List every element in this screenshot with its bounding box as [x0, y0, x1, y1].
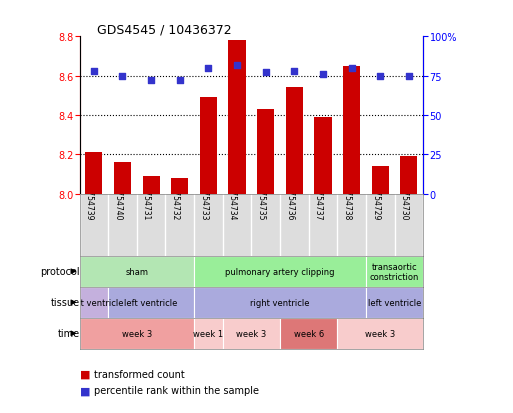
Text: GSM754734: GSM754734 — [228, 174, 237, 221]
Bar — [143, 176, 160, 194]
Text: time: time — [57, 328, 80, 339]
Point — [90, 69, 98, 75]
Text: GSM754730: GSM754730 — [400, 174, 409, 221]
Bar — [194, 318, 223, 349]
Text: percentile rank within the sample: percentile rank within the sample — [94, 385, 259, 395]
Text: week 3: week 3 — [365, 329, 396, 338]
Bar — [286, 88, 303, 194]
Bar — [80, 256, 194, 287]
Bar — [366, 287, 423, 318]
Bar — [338, 318, 423, 349]
Text: ■: ■ — [80, 385, 90, 395]
Text: GSM754739: GSM754739 — [85, 174, 94, 221]
Text: GSM754740: GSM754740 — [113, 174, 123, 221]
Text: week 6: week 6 — [293, 329, 324, 338]
Point — [405, 73, 413, 80]
Point — [290, 69, 299, 75]
Bar — [400, 157, 418, 194]
Bar — [223, 318, 280, 349]
Bar — [200, 98, 217, 194]
Point — [233, 62, 241, 69]
Text: GSM754732: GSM754732 — [171, 174, 180, 221]
Text: GSM754735: GSM754735 — [256, 174, 266, 221]
Text: sham: sham — [125, 267, 148, 276]
Bar — [228, 41, 246, 194]
Text: pulmonary artery clipping: pulmonary artery clipping — [225, 267, 335, 276]
Point — [204, 65, 212, 72]
Text: week 1: week 1 — [193, 329, 224, 338]
Bar — [280, 318, 338, 349]
Bar — [194, 256, 366, 287]
Text: right ventricle: right ventricle — [64, 298, 124, 307]
Bar — [85, 153, 103, 194]
Text: GSM754738: GSM754738 — [343, 174, 351, 221]
Point — [147, 78, 155, 84]
Text: GSM754733: GSM754733 — [200, 174, 208, 221]
Bar — [194, 287, 366, 318]
Bar — [371, 166, 389, 194]
Point — [175, 78, 184, 84]
Text: transaortic
constriction: transaortic constriction — [370, 262, 419, 281]
Text: week 3: week 3 — [236, 329, 266, 338]
Text: GSM754731: GSM754731 — [142, 174, 151, 221]
Text: right ventricle: right ventricle — [250, 298, 310, 307]
Text: tissue: tissue — [50, 297, 80, 308]
Point — [347, 65, 356, 72]
Point — [319, 71, 327, 78]
Bar — [80, 318, 194, 349]
Text: GSM754736: GSM754736 — [285, 174, 294, 221]
Bar — [171, 178, 188, 194]
Text: left ventricle: left ventricle — [368, 298, 421, 307]
Text: left ventricle: left ventricle — [125, 298, 178, 307]
Bar — [366, 256, 423, 287]
Point — [376, 73, 384, 80]
Bar — [114, 163, 131, 194]
Point — [119, 73, 127, 80]
Bar — [343, 66, 360, 194]
Bar — [314, 118, 331, 194]
Text: transformed count: transformed count — [94, 369, 185, 379]
Text: week 3: week 3 — [122, 329, 152, 338]
Text: GSM754737: GSM754737 — [314, 174, 323, 221]
Bar — [80, 287, 108, 318]
Text: ■: ■ — [80, 369, 90, 379]
Bar — [257, 110, 274, 194]
Text: GSM754729: GSM754729 — [371, 174, 380, 221]
Point — [262, 70, 270, 76]
Text: GDS4545 / 10436372: GDS4545 / 10436372 — [96, 23, 231, 36]
Text: protocol: protocol — [40, 266, 80, 277]
Bar — [108, 287, 194, 318]
